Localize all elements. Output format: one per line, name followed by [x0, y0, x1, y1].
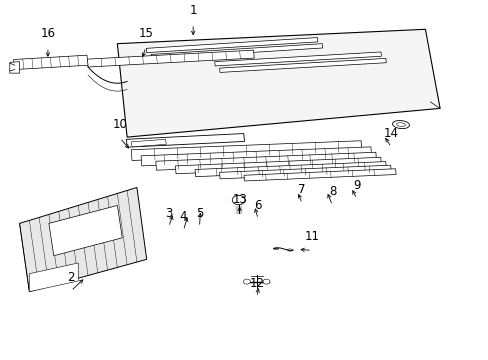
Polygon shape	[29, 263, 78, 292]
Polygon shape	[10, 62, 20, 73]
Polygon shape	[14, 55, 88, 69]
Polygon shape	[126, 134, 244, 147]
Polygon shape	[20, 188, 146, 292]
Polygon shape	[151, 44, 322, 59]
Polygon shape	[214, 52, 381, 66]
Polygon shape	[175, 157, 381, 174]
Text: 1: 1	[189, 4, 197, 17]
Text: 15: 15	[138, 27, 153, 40]
Polygon shape	[146, 37, 317, 53]
Text: 9: 9	[352, 179, 360, 192]
Polygon shape	[244, 169, 395, 181]
Polygon shape	[117, 29, 439, 137]
Circle shape	[243, 279, 250, 284]
Polygon shape	[49, 206, 122, 256]
Text: 16: 16	[41, 27, 55, 40]
Text: 8: 8	[328, 185, 336, 198]
Polygon shape	[141, 147, 371, 166]
Text: 6: 6	[254, 199, 262, 212]
Polygon shape	[219, 58, 386, 72]
Polygon shape	[219, 165, 390, 179]
Text: 7: 7	[298, 184, 305, 197]
Text: 10: 10	[112, 118, 127, 131]
Polygon shape	[195, 162, 386, 177]
Polygon shape	[131, 141, 361, 161]
Text: 5: 5	[195, 207, 203, 220]
Circle shape	[232, 195, 244, 205]
Text: 3: 3	[164, 207, 172, 220]
Polygon shape	[156, 152, 376, 170]
Text: 11: 11	[304, 230, 319, 243]
Text: 12: 12	[249, 277, 264, 290]
Polygon shape	[131, 139, 166, 147]
Circle shape	[263, 279, 269, 284]
Polygon shape	[87, 50, 254, 67]
Text: 13: 13	[232, 193, 246, 206]
Text: 4: 4	[179, 210, 187, 224]
Text: 2: 2	[67, 271, 75, 284]
Text: 14: 14	[383, 127, 398, 140]
